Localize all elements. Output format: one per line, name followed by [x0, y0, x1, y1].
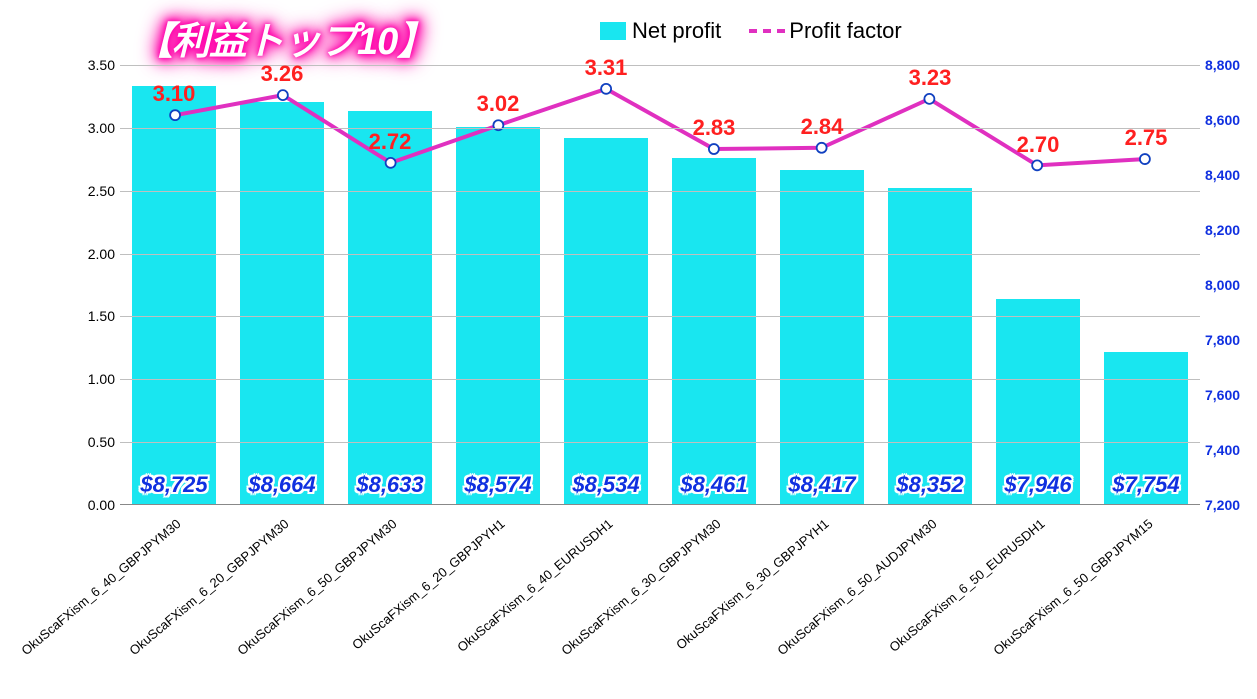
x-tick-label: OkuScaFXism_6_50_EURUSDH1: [984, 510, 1092, 690]
y-left-tick-label: 3.00: [75, 120, 115, 136]
profit-factor-label: 3.26: [261, 61, 304, 87]
y-right-tick-label: 7,200: [1205, 497, 1250, 513]
y-left-tick-label: 0.50: [75, 434, 115, 450]
y-right-tick-label: 8,200: [1205, 222, 1250, 238]
chart-title: 【利益トップ10】: [135, 10, 434, 65]
legend: Net profit Profit factor: [600, 18, 902, 44]
x-tick-label: OkuScaFXism_6_50_AUDJPYM30: [876, 510, 984, 690]
line-marker: [1140, 154, 1150, 164]
gridline: [120, 191, 1200, 192]
profit-factor-label: 3.23: [909, 65, 952, 91]
y-right-tick-label: 8,600: [1205, 112, 1250, 128]
y-right-tick-label: 7,800: [1205, 332, 1250, 348]
y-right-tick-label: 8,800: [1205, 57, 1250, 73]
profit-factor-label: 2.72: [369, 129, 412, 155]
gridline: [120, 128, 1200, 129]
line-marker: [1032, 160, 1042, 170]
y-left-tick-label: 1.50: [75, 308, 115, 324]
y-right-tick-label: 7,400: [1205, 442, 1250, 458]
y-left-tick-label: 0.00: [75, 497, 115, 513]
gridline: [120, 379, 1200, 380]
profit-factor-label: 2.70: [1017, 132, 1060, 158]
legend-bar-swatch: [600, 22, 626, 40]
y-left-tick-label: 3.50: [75, 57, 115, 73]
x-tick-label: OkuScaFXism_6_20_GBPJPYM30: [228, 510, 336, 690]
x-axis-labels: OkuScaFXism_6_40_GBPJPYM30OkuScaFXism_6_…: [120, 510, 1200, 690]
legend-line-swatch: [749, 29, 785, 33]
profit-factor-label: 2.84: [801, 114, 844, 140]
line-marker: [709, 144, 719, 154]
gridline: [120, 442, 1200, 443]
y-right-tick-label: 8,400: [1205, 167, 1250, 183]
profit-factor-label: 3.02: [477, 91, 520, 117]
profit-factor-label: 3.10: [153, 81, 196, 107]
profit-factor-label: 3.31: [585, 55, 628, 81]
gridline: [120, 316, 1200, 317]
x-tick-label: OkuScaFXism_6_50_GBPJPYM15: [1092, 510, 1200, 690]
x-tick-label: OkuScaFXism_6_20_GBPJPYH1: [444, 510, 552, 690]
y-left-tick-label: 1.00: [75, 371, 115, 387]
gridline: [120, 254, 1200, 255]
profit-factor-label: 2.83: [693, 115, 736, 141]
line-marker: [817, 143, 827, 153]
y-left-tick-label: 2.00: [75, 246, 115, 262]
y-right-tick-label: 7,600: [1205, 387, 1250, 403]
chart-container: 【利益トップ10】 Net profit Profit factor $8,72…: [0, 0, 1257, 699]
legend-line-label: Profit factor: [789, 18, 901, 44]
y-right-tick-label: 8,000: [1205, 277, 1250, 293]
legend-bar-label: Net profit: [632, 18, 721, 44]
plot-area: $8,725$8,664$8,633$8,574$8,534$8,461$8,4…: [120, 65, 1200, 505]
line-marker: [924, 94, 934, 104]
line-marker: [386, 158, 396, 168]
line-marker: [278, 90, 288, 100]
x-tick-label: OkuScaFXism_6_30_GBPJPYH1: [768, 510, 876, 690]
profit-factor-label: 2.75: [1125, 125, 1168, 151]
line-marker: [170, 110, 180, 120]
x-tick-label: OkuScaFXism_6_50_GBPJPYM30: [336, 510, 444, 690]
x-tick-label: OkuScaFXism_6_40_GBPJPYM30: [120, 510, 228, 690]
x-tick-label: OkuScaFXism_6_30_GBPJPYM30: [660, 510, 768, 690]
line-marker: [601, 84, 611, 94]
x-tick-label: OkuScaFXism_6_40_EURUSDH1: [552, 510, 660, 690]
y-left-tick-label: 2.50: [75, 183, 115, 199]
